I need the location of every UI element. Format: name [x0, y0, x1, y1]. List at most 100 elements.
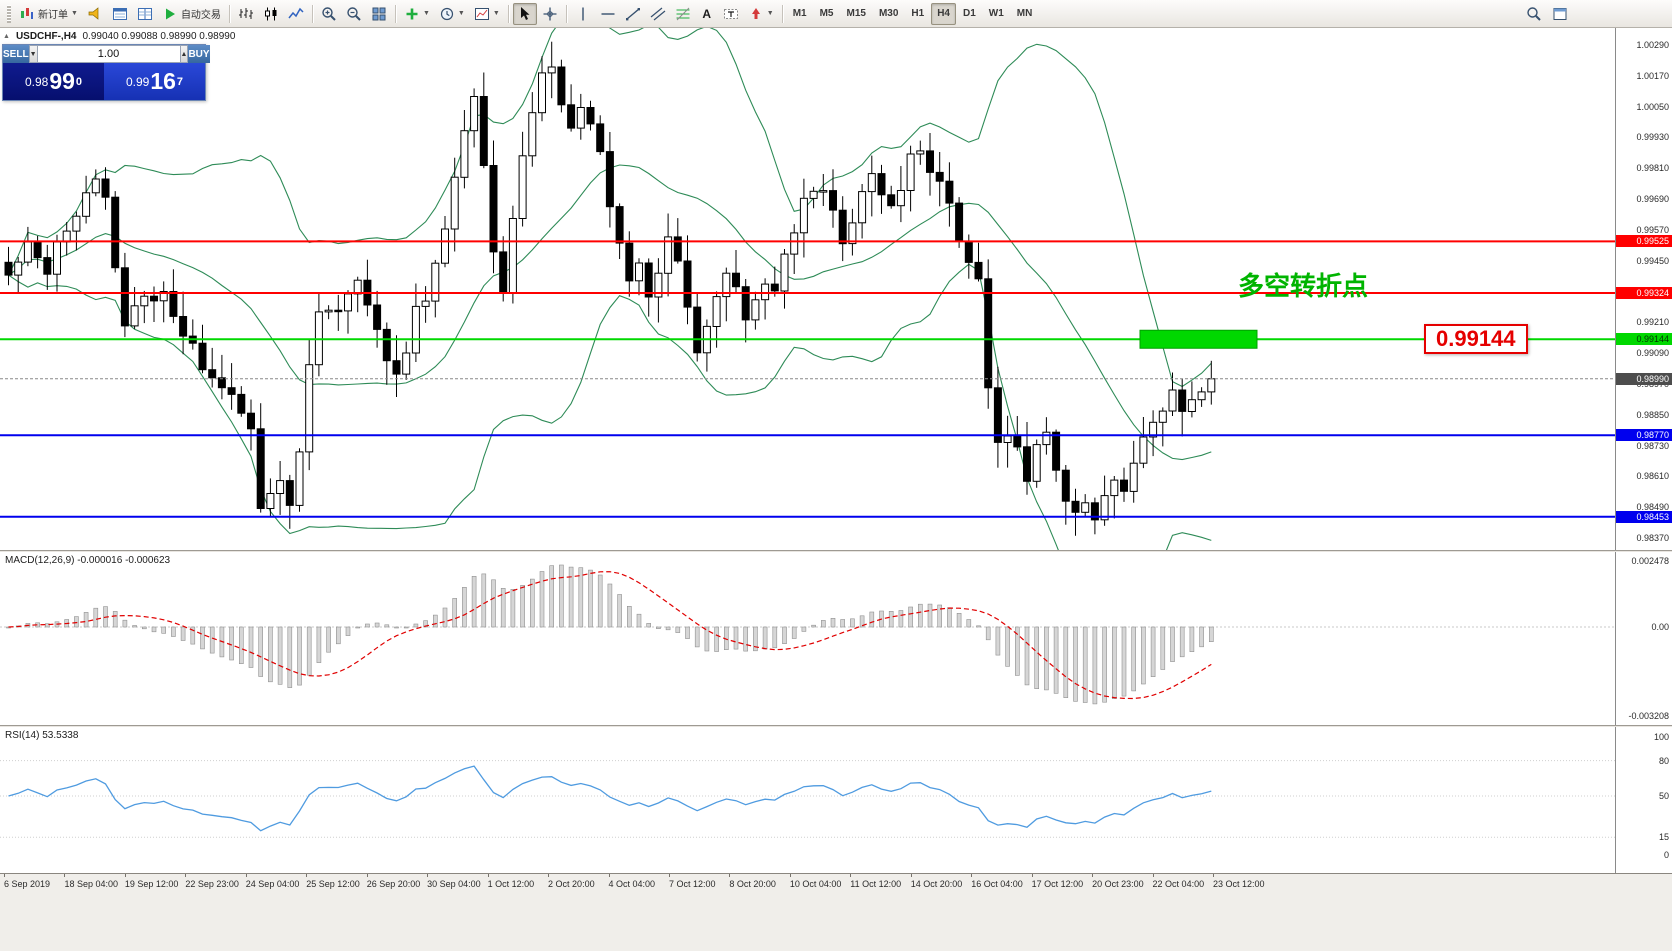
zoom-out-icon [347, 6, 361, 21]
cursor-tool-button[interactable] [512, 2, 537, 25]
sell-label[interactable]: SELL [3, 45, 29, 63]
arrow-shape-icon [751, 7, 760, 19]
bar-chart-icon [238, 7, 253, 19]
shapes-tool-button[interactable]: ▼ [744, 3, 778, 25]
timeframe-m30-button[interactable]: M30 [878, 8, 899, 19]
rsi-panel[interactable]: RSI(14) 53.5338 [0, 727, 1615, 873]
macd-axis[interactable]: 0.002478 0.00 -0.003208 [1615, 552, 1672, 725]
horizontal-line-tool-button[interactable] [596, 3, 620, 25]
buy-price-button[interactable]: 0.99 16 7 [104, 63, 205, 100]
price-axis-label: 0.98370 [1636, 533, 1669, 543]
price-axis-label: 1.00170 [1636, 70, 1669, 81]
search-button[interactable] [1522, 3, 1546, 25]
trendline-tool-button[interactable] [621, 3, 645, 25]
rsi-axis[interactable]: 100 80 50 15 0 [1615, 727, 1672, 873]
time-tick [789, 874, 791, 877]
macd-chart-svg[interactable] [0, 552, 1615, 725]
toolbar-separator [311, 4, 313, 23]
symbol-info: ▲ USDCHF-,H4 0.99040 0.99088 0.98990 0.9… [3, 31, 235, 42]
time-tick [487, 874, 489, 877]
panel-splitter[interactable] [0, 725, 1672, 727]
rsi-label: RSI(14) 53.5338 [5, 730, 79, 741]
time-tick [64, 874, 66, 877]
panel-splitter[interactable] [0, 550, 1672, 552]
indicators-button[interactable]: ▼ [400, 3, 434, 25]
volume-down-button[interactable]: ▼ [28, 45, 38, 63]
data-window-button[interactable] [133, 3, 157, 25]
level-price-tag: 0.99525 [1616, 235, 1672, 248]
timeframe-m1-button[interactable]: M1 [792, 8, 807, 19]
timeframe-h4-button[interactable]: H4 [931, 2, 956, 25]
channel-tool-button[interactable] [646, 3, 670, 25]
price-axis[interactable]: 1.00290 1.00170 1.00050 0.99930 0.99810 0.996… [1615, 28, 1672, 550]
price-axis-label: 0.98610 [1636, 471, 1669, 482]
fibonacci-tool-button[interactable] [671, 3, 695, 25]
price-callout: 0.99144 [1424, 324, 1528, 355]
autotrading-button[interactable]: 自动交易 [158, 3, 225, 25]
caret-down-icon: ▼ [457, 10, 465, 17]
time-axis[interactable]: 6 Sep 2019 18 Sep 04:00 19 Sep 12:00 22 Sep… [0, 873, 1672, 951]
timeframe-m15-button[interactable]: M15 [846, 8, 866, 19]
timeframe-m5-button[interactable]: M5 [819, 8, 834, 19]
bar-chart-button[interactable] [234, 3, 258, 25]
time-axis-label: 19 Sep 12:00 [124, 879, 179, 889]
line-chart-button[interactable] [284, 3, 308, 25]
search-icon [1527, 6, 1541, 21]
toolbar-separator [781, 4, 783, 23]
candlestick-chart-button[interactable] [259, 3, 283, 25]
price-chart-svg[interactable] [0, 28, 1615, 550]
rsi-axis-label: 100 [1653, 732, 1669, 742]
tile-windows-button[interactable] [367, 3, 391, 25]
sound-alert-button[interactable] [83, 3, 107, 25]
zoom-in-button[interactable] [317, 3, 341, 25]
time-tick [1092, 874, 1094, 877]
collapse-arrow-icon[interactable]: ▲ [3, 33, 10, 40]
timeframe-mn-button[interactable]: MN [1016, 8, 1033, 19]
toolbar-separator [565, 4, 567, 23]
volume-input[interactable] [37, 45, 180, 63]
window-layout-icon [1553, 7, 1567, 20]
price-axis-label: 0.98490 [1636, 502, 1669, 513]
price-chart-panel[interactable]: ▲ USDCHF-,H4 0.99040 0.99088 0.98990 0.9… [0, 28, 1615, 550]
cycles-button[interactable]: ▼ [435, 3, 469, 25]
market-watch-button[interactable] [108, 3, 132, 25]
macd-panel[interactable]: MACD(12,26,9) -0.000016 -0.000623 [0, 552, 1615, 725]
window-layout-button[interactable] [1548, 3, 1572, 25]
time-axis-label: 22 Sep 23:00 [185, 879, 239, 889]
time-axis-label: 14 Oct 20:00 [910, 879, 963, 889]
zoom-out-button[interactable] [342, 3, 366, 25]
market-watch-icon [112, 7, 127, 20]
time-tick [971, 874, 973, 877]
level-price-tag: 0.98453 [1616, 510, 1672, 523]
time-tick [1031, 874, 1033, 877]
sell-price-pips: 99 [49, 68, 75, 94]
zoom-in-icon [322, 6, 336, 21]
time-tick [729, 874, 731, 877]
crosshair-tool-button[interactable] [538, 3, 562, 25]
timeframe-d1-button[interactable]: D1 [963, 8, 976, 19]
timeframe-h1-button[interactable]: H1 [911, 8, 925, 19]
vertical-line-tool-button[interactable] [571, 3, 595, 25]
time-axis-label: 24 Sep 04:00 [245, 879, 300, 889]
rsi-chart-svg[interactable] [0, 727, 1615, 873]
toolbar-separator [228, 4, 230, 23]
vertical-line-icon [582, 7, 584, 20]
buy-label[interactable]: BUY [188, 45, 210, 63]
rsi-axis-label: 80 [1658, 755, 1669, 766]
new-order-button[interactable]: 新订单 ▼ [15, 3, 82, 25]
time-tick [366, 874, 368, 877]
volume-up-button[interactable]: ▲ [179, 45, 189, 63]
sell-price-button[interactable]: 0.98 99 0 [3, 63, 104, 100]
time-tick [548, 874, 550, 877]
price-axis-label: 0.99210 [1636, 317, 1669, 328]
toolbar-grip[interactable] [7, 4, 11, 23]
macd-axis-label: -0.003208 [1628, 711, 1669, 721]
text-tool-button[interactable]: A [696, 3, 718, 25]
text-label-tool-button[interactable] [719, 3, 743, 25]
channel-icon [650, 7, 666, 20]
timeframe-w1-button[interactable]: W1 [988, 8, 1004, 19]
macd-label: MACD(12,26,9) -0.000016 -0.000623 [5, 555, 171, 566]
rsi-axis-label: 15 [1658, 832, 1669, 843]
templates-button[interactable]: ▼ [470, 3, 504, 25]
time-axis-label: 26 Sep 20:00 [366, 879, 421, 889]
